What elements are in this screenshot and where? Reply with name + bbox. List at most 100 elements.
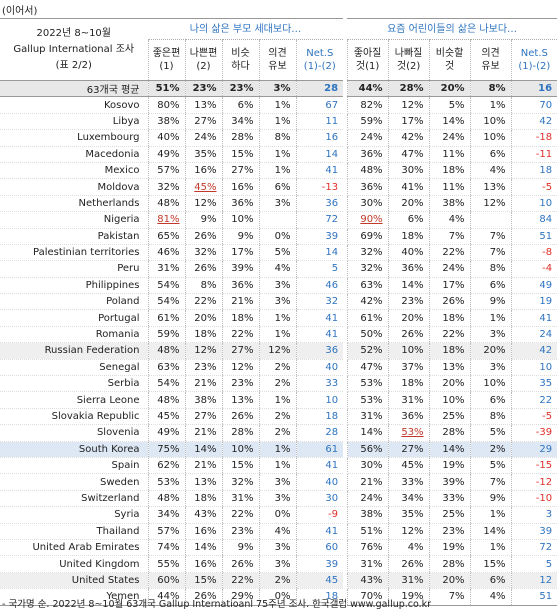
table-cell: 60% [147, 572, 185, 590]
table-cell: 81% [147, 211, 185, 229]
table-row: Mexico 57% 16% 27% 1% 41 48% 30% 18% 4% 18 [0, 162, 558, 180]
table-cell: 30% [346, 195, 389, 213]
table-cell: 4% [428, 211, 471, 229]
table-cell: 30% [387, 162, 430, 180]
table-cell: 18% [387, 228, 430, 245]
column-header-line: 비슷 [231, 48, 250, 59]
table-cell: 72 [295, 211, 344, 229]
column-header-line: Net.S [520, 48, 548, 59]
table-cell: 43% [184, 506, 222, 524]
table-cell: 14% [428, 441, 471, 458]
table-cell: 34% [221, 113, 259, 131]
table-cell: 43% [346, 572, 389, 590]
table-cell: 42% [346, 293, 389, 311]
table-cell: 1% [258, 441, 296, 458]
table-cell: 2% [469, 441, 512, 458]
table-cell: 5% [469, 424, 512, 442]
table-cell: 6% [387, 211, 430, 229]
table-row: Serbia 54% 21% 23% 2% 33 53% 18% 20% 10% 35 [0, 375, 558, 393]
row-label: Sweden [0, 473, 148, 491]
table-cell: 10% [469, 113, 512, 131]
table-cell: 1% [469, 539, 512, 557]
table-cell: -5 [510, 408, 558, 426]
table-cell: 80% [147, 96, 185, 114]
table-cell: 1% [258, 96, 296, 114]
table-row: Libya 38% 27% 34% 1% 11 59% 17% 14% 10% 42 [0, 113, 558, 131]
column-header-line: 하다 [231, 61, 250, 72]
table-row: South Korea 75% 14% 10% 1% 61 56% 27% 14% 2% 29 [0, 441, 558, 458]
table-cell: 13% [184, 96, 222, 114]
table-row: Philippines 54% 8% 36% 3% 46 63% 14% 17% 6% 49 [0, 277, 558, 295]
table-cell: 32 [295, 293, 344, 311]
column-header-line: 나빠질 [394, 48, 423, 59]
column-header-line: 것(1) [355, 61, 380, 72]
table-cell: 0% [258, 588, 296, 606]
table-cell: 28 [295, 424, 344, 442]
table-cell: 14% [469, 523, 512, 540]
table-cell: 36% [346, 146, 389, 163]
table-cell: 12% [469, 195, 512, 213]
table-cell: 27% [221, 342, 259, 360]
table-cell: 1% [258, 113, 296, 131]
table-cell: 23% [221, 523, 259, 540]
table-cell: 8% [184, 277, 222, 295]
table-cell: 15% [221, 146, 259, 163]
table-cell: -15 [510, 457, 558, 475]
table-cell: 11% [428, 146, 471, 163]
table-cell: 23% [428, 523, 471, 540]
table-cell: 13% [221, 391, 259, 409]
table-cell: 41 [295, 523, 344, 540]
table-row: Netherlands 48% 12% 36% 3% 36 30% 20% 38% 12% 10 [0, 195, 558, 213]
table-cell: 8% [469, 260, 512, 278]
table-cell: 33 [295, 375, 344, 393]
table-cell: 10 [510, 195, 558, 213]
table-cell: 1% [469, 96, 512, 114]
table-row: Nigeria 81% 9% 10% 72 90% 6% 4% 84 [0, 211, 558, 229]
table-cell: 16% [184, 523, 222, 540]
table-cell: 17% [428, 277, 471, 295]
table-cell: 9% [469, 490, 512, 508]
row-label: Palestinian territories [0, 244, 148, 262]
table-cell: 15% [184, 572, 222, 590]
table-cell: 57% [147, 523, 185, 540]
table-cell: 5 [295, 260, 344, 278]
column-header: 좋아질 것(1) [346, 39, 389, 81]
table-cell: 54% [147, 375, 185, 393]
table-cell: 40% [387, 244, 430, 262]
table-row: Peru 31% 26% 39% 4% 5 32% 36% 24% 8% -4 [0, 260, 558, 278]
table-cell: 24% [346, 490, 389, 508]
table-cell: 8% [469, 80, 512, 98]
title-line: Gallup International 조사 [13, 43, 135, 55]
table-cell: 53% [387, 424, 430, 442]
table-cell: 42% [387, 129, 430, 147]
table-cell: 4% [469, 588, 512, 606]
table-cell: 76% [346, 539, 389, 557]
table-cell: 10% [221, 441, 259, 458]
table-row: Slovenia 49% 21% 28% 2% 28 14% 53% 28% 5% -39 [0, 424, 558, 442]
table-cell: 39 [510, 523, 558, 540]
table-row: Switzerland 48% 18% 31% 3% 30 24% 34% 33% 9% -10 [0, 490, 558, 508]
table-cell: 1% [258, 309, 296, 327]
column-header-line: 의견 [481, 48, 500, 59]
table-cell: 2% [258, 375, 296, 393]
row-label: Philippines [0, 277, 148, 295]
table-cell: 22% [221, 506, 259, 524]
table-cell: 18% [428, 309, 471, 327]
table-cell: 4% [258, 260, 296, 278]
table-cell: 56% [346, 441, 389, 458]
table-row: Slovakia Republic 45% 27% 26% 2% 18 31% 36% 25% 8… [0, 408, 558, 426]
table-cell: 20% [428, 80, 471, 98]
table-cell: 26% [221, 408, 259, 426]
table-row: Spain 62% 21% 15% 1% 41 30% 45% 19% 5% -15 [0, 457, 558, 475]
table-cell: 23% [221, 375, 259, 393]
table-cell: 21% [221, 293, 259, 311]
table-cell: 13% [428, 359, 471, 377]
table-cell: 36% [346, 178, 389, 196]
table-cell: 53% [147, 473, 185, 491]
table-cell: 24% [428, 129, 471, 147]
table-cell: 31% [387, 572, 430, 590]
table-cell: 18% [428, 342, 471, 360]
table-cell: 7% [469, 244, 512, 262]
